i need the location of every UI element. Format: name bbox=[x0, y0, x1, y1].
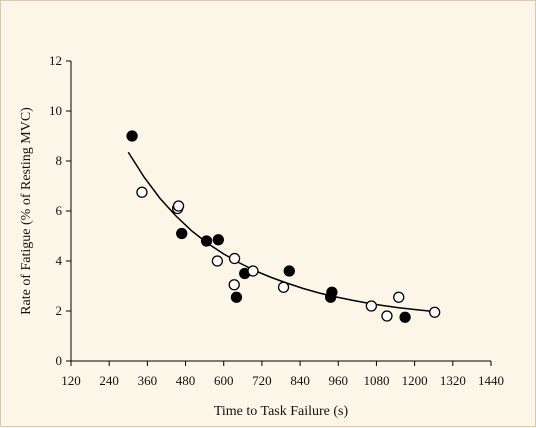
points-layer bbox=[126, 130, 441, 323]
filled-data-point bbox=[126, 130, 138, 142]
filled-data-point bbox=[212, 234, 224, 246]
open-data-point bbox=[277, 281, 290, 293]
filled-data-point bbox=[399, 311, 411, 323]
y-tick-label: 2 bbox=[56, 303, 63, 318]
y-tick-label: 4 bbox=[56, 253, 63, 268]
open-data-point bbox=[393, 291, 405, 303]
y-tick-label: 0 bbox=[56, 353, 63, 368]
open-data-point bbox=[211, 255, 224, 267]
open-data-point bbox=[136, 186, 148, 198]
x-axis-label: Time to Task Failure (s) bbox=[214, 404, 349, 419]
x-tick-label: 840 bbox=[290, 373, 310, 388]
x-tick-label: 720 bbox=[252, 373, 272, 388]
x-tick-label: 600 bbox=[214, 373, 234, 388]
axes bbox=[70, 61, 491, 362]
filled-data-point bbox=[326, 286, 338, 298]
x-tick-label: 1440 bbox=[478, 373, 504, 388]
filled-data-point bbox=[200, 235, 213, 247]
open-data-point bbox=[172, 200, 185, 212]
open-data-point bbox=[381, 310, 393, 322]
open-data-point bbox=[247, 265, 259, 277]
x-tick-label: 360 bbox=[138, 373, 158, 388]
x-tick-label: 120 bbox=[61, 373, 81, 388]
y-tick-label: 6 bbox=[56, 203, 63, 218]
y-tick-label: 8 bbox=[56, 153, 63, 168]
ticks: 120 240 360 480 600 720 840 960 1080 1200 1320 1440… bbox=[49, 53, 504, 388]
y-tick-label: 12 bbox=[49, 53, 62, 68]
x-tick-label: 960 bbox=[329, 373, 349, 388]
filled-data-point bbox=[283, 265, 295, 277]
open-data-point bbox=[228, 252, 241, 265]
filled-data-point bbox=[176, 227, 188, 240]
fit-curve bbox=[127, 151, 434, 313]
y-tick-label: 10 bbox=[49, 103, 62, 118]
x-tick-label: 240 bbox=[99, 373, 119, 388]
x-tick-label: 1200 bbox=[402, 373, 428, 388]
x-tick-label: 1080 bbox=[363, 373, 389, 388]
fit-curve-layer bbox=[127, 151, 434, 313]
x-tick-label: 480 bbox=[176, 373, 196, 388]
filled-data-point bbox=[230, 291, 243, 303]
y-axis-label: Rate of Fatigue (% of Resting MVC) bbox=[19, 107, 34, 315]
x-tick-label: 1320 bbox=[440, 373, 466, 388]
open-data-point bbox=[228, 279, 240, 291]
open-data-point bbox=[429, 306, 441, 318]
open-data-point bbox=[365, 300, 378, 312]
